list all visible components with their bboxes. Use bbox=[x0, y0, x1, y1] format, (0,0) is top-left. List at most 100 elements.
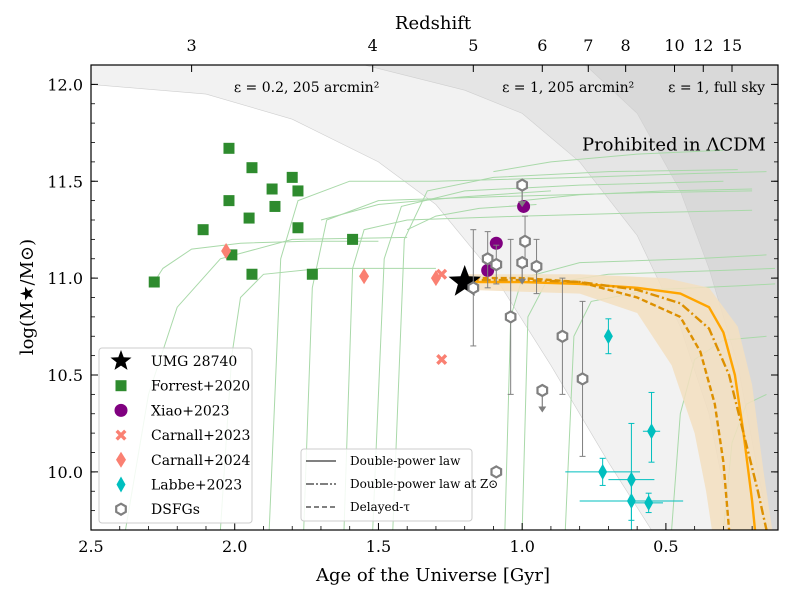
legend-label: Xiao+2023 bbox=[151, 403, 230, 419]
legend-label: UMG 28740 bbox=[151, 354, 237, 370]
axes: 2.5 2.0 1.5 1.0 0.5 10.0 10.5 11.0 11.5 12.0 3 4 5 6 7… bbox=[47, 36, 779, 556]
point-forrest-2020 bbox=[197, 224, 209, 236]
model-legend: Double-power law Double-power law at Z⊙ De… bbox=[300, 448, 498, 522]
top-tick-label: 5 bbox=[468, 36, 478, 55]
point-carnall-2024 bbox=[359, 268, 370, 285]
top-tick-label: 6 bbox=[537, 36, 547, 55]
sfh-track bbox=[372, 180, 724, 530]
legend-label: DSFGs bbox=[151, 502, 200, 518]
sfh-track bbox=[392, 169, 738, 530]
x-tick-label: 1.5 bbox=[366, 537, 391, 556]
legend-label: Labbe+2023 bbox=[151, 478, 242, 494]
point-labbe-2023 bbox=[626, 471, 636, 488]
top-tick-label: 8 bbox=[621, 36, 631, 55]
model-legend-label: Double-power law bbox=[350, 454, 461, 468]
point-dsfgs bbox=[490, 465, 503, 479]
x-tick-label: 0.5 bbox=[653, 537, 678, 556]
point-forrest-2020 bbox=[226, 249, 238, 261]
point-dsfgs bbox=[504, 310, 517, 324]
model-band bbox=[464, 274, 773, 530]
y-axis-label: log(M★/M⊙) bbox=[17, 239, 38, 355]
sfh-track bbox=[406, 204, 537, 231]
top-tick-label: 3 bbox=[187, 36, 197, 55]
point-dsfgs bbox=[467, 281, 480, 295]
legend: UMG 28740 Forrest+2020 Xiao+2023 Carnall+20… bbox=[98, 347, 253, 524]
x-tick-label: 1.0 bbox=[509, 537, 534, 556]
x-tick-label: 2.5 bbox=[78, 537, 103, 556]
legend-marker-forrest-2020 bbox=[115, 380, 127, 392]
top-tick-label: 10 bbox=[664, 36, 684, 55]
legend-label: Carnall+2023 bbox=[151, 428, 250, 444]
point-dsfgs bbox=[490, 257, 503, 272]
point-forrest-2020 bbox=[243, 212, 255, 224]
model-curve bbox=[464, 276, 731, 530]
legend-marker-umg-28740 bbox=[110, 350, 132, 370]
model-legend-box bbox=[300, 448, 473, 522]
point-forrest-2020 bbox=[246, 268, 258, 280]
legend-marker-labbe-2023 bbox=[116, 476, 126, 493]
legend-label: Carnall+2024 bbox=[151, 453, 251, 469]
sfh-track bbox=[153, 240, 379, 283]
point-dsfgs bbox=[530, 259, 543, 274]
model-legend-label: Delayed-τ bbox=[350, 500, 410, 514]
point-forrest-2020 bbox=[246, 162, 258, 174]
point-dsfgs bbox=[576, 372, 589, 386]
point-forrest-2020 bbox=[306, 268, 318, 280]
point-forrest-2020 bbox=[286, 171, 298, 183]
y-tick-label: 11.0 bbox=[47, 269, 83, 288]
sfh-track bbox=[268, 171, 767, 530]
y-tick-label: 12.0 bbox=[47, 75, 83, 94]
upper-limit-head bbox=[518, 201, 527, 208]
sfh-track bbox=[320, 190, 551, 221]
top-tick-label: 15 bbox=[722, 36, 742, 55]
top-axis-label: Redshift bbox=[395, 13, 472, 34]
sfh-track bbox=[522, 188, 753, 202]
model-curve bbox=[464, 280, 757, 530]
point-carnall-2024 bbox=[430, 270, 441, 287]
x-axis-label: Age of the Universe [Gyr] bbox=[315, 565, 550, 586]
point-dsfgs bbox=[516, 255, 529, 270]
region-label: ε = 0.2, 205 arcmin² bbox=[234, 80, 379, 96]
legend-marker-carnall-2023 bbox=[115, 429, 127, 441]
legend-marker-carnall-2024 bbox=[116, 451, 126, 468]
y-tick-label: 11.5 bbox=[47, 172, 83, 191]
upper-limit-head bbox=[518, 278, 527, 285]
sfh-track bbox=[303, 190, 753, 530]
point-carnall-2023 bbox=[436, 354, 448, 365]
y-tick-label: 10.0 bbox=[47, 463, 83, 482]
point-forrest-2020 bbox=[266, 183, 278, 195]
legend-box bbox=[98, 347, 253, 524]
point-labbe-2023 bbox=[598, 463, 608, 480]
point-forrest-2020 bbox=[269, 200, 281, 212]
model-curves bbox=[464, 276, 768, 530]
point-forrest-2020 bbox=[347, 233, 359, 245]
point-forrest-2020 bbox=[223, 195, 235, 207]
data-points bbox=[148, 142, 684, 530]
legend-marker-dsfgs bbox=[115, 502, 127, 516]
point-dsfgs bbox=[556, 329, 569, 344]
region-labels: ε = 0.2, 205 arcmin² ε = 1, 205 arcmin² ε … bbox=[234, 80, 766, 155]
top-tick-label: 12 bbox=[693, 36, 713, 55]
point-labbe-2023 bbox=[626, 492, 636, 509]
point-labbe-2023 bbox=[647, 423, 657, 440]
point-dsfgs bbox=[481, 252, 494, 266]
point-xiao-2023 bbox=[489, 236, 503, 250]
point-carnall-2024 bbox=[221, 243, 232, 259]
point-forrest-2020 bbox=[292, 185, 304, 197]
top-tick-label: 4 bbox=[368, 36, 378, 55]
point-forrest-2020 bbox=[148, 276, 160, 288]
sfh-track bbox=[493, 149, 724, 173]
point-labbe-2023 bbox=[644, 494, 654, 511]
point-dsfgs bbox=[516, 178, 529, 192]
upper-limit-head bbox=[538, 406, 547, 413]
legend-label: Forrest+2020 bbox=[151, 379, 250, 395]
point-forrest-2020 bbox=[292, 222, 304, 234]
y-tick-label: 10.5 bbox=[47, 366, 83, 385]
point-labbe-2023 bbox=[603, 328, 613, 345]
point-umg-28740 bbox=[448, 265, 481, 296]
point-dsfgs bbox=[519, 234, 531, 249]
model-uncertainty-band bbox=[464, 274, 773, 530]
point-forrest-2020 bbox=[223, 142, 235, 154]
region-label: ε = 1, 205 arcmin² bbox=[502, 80, 634, 96]
